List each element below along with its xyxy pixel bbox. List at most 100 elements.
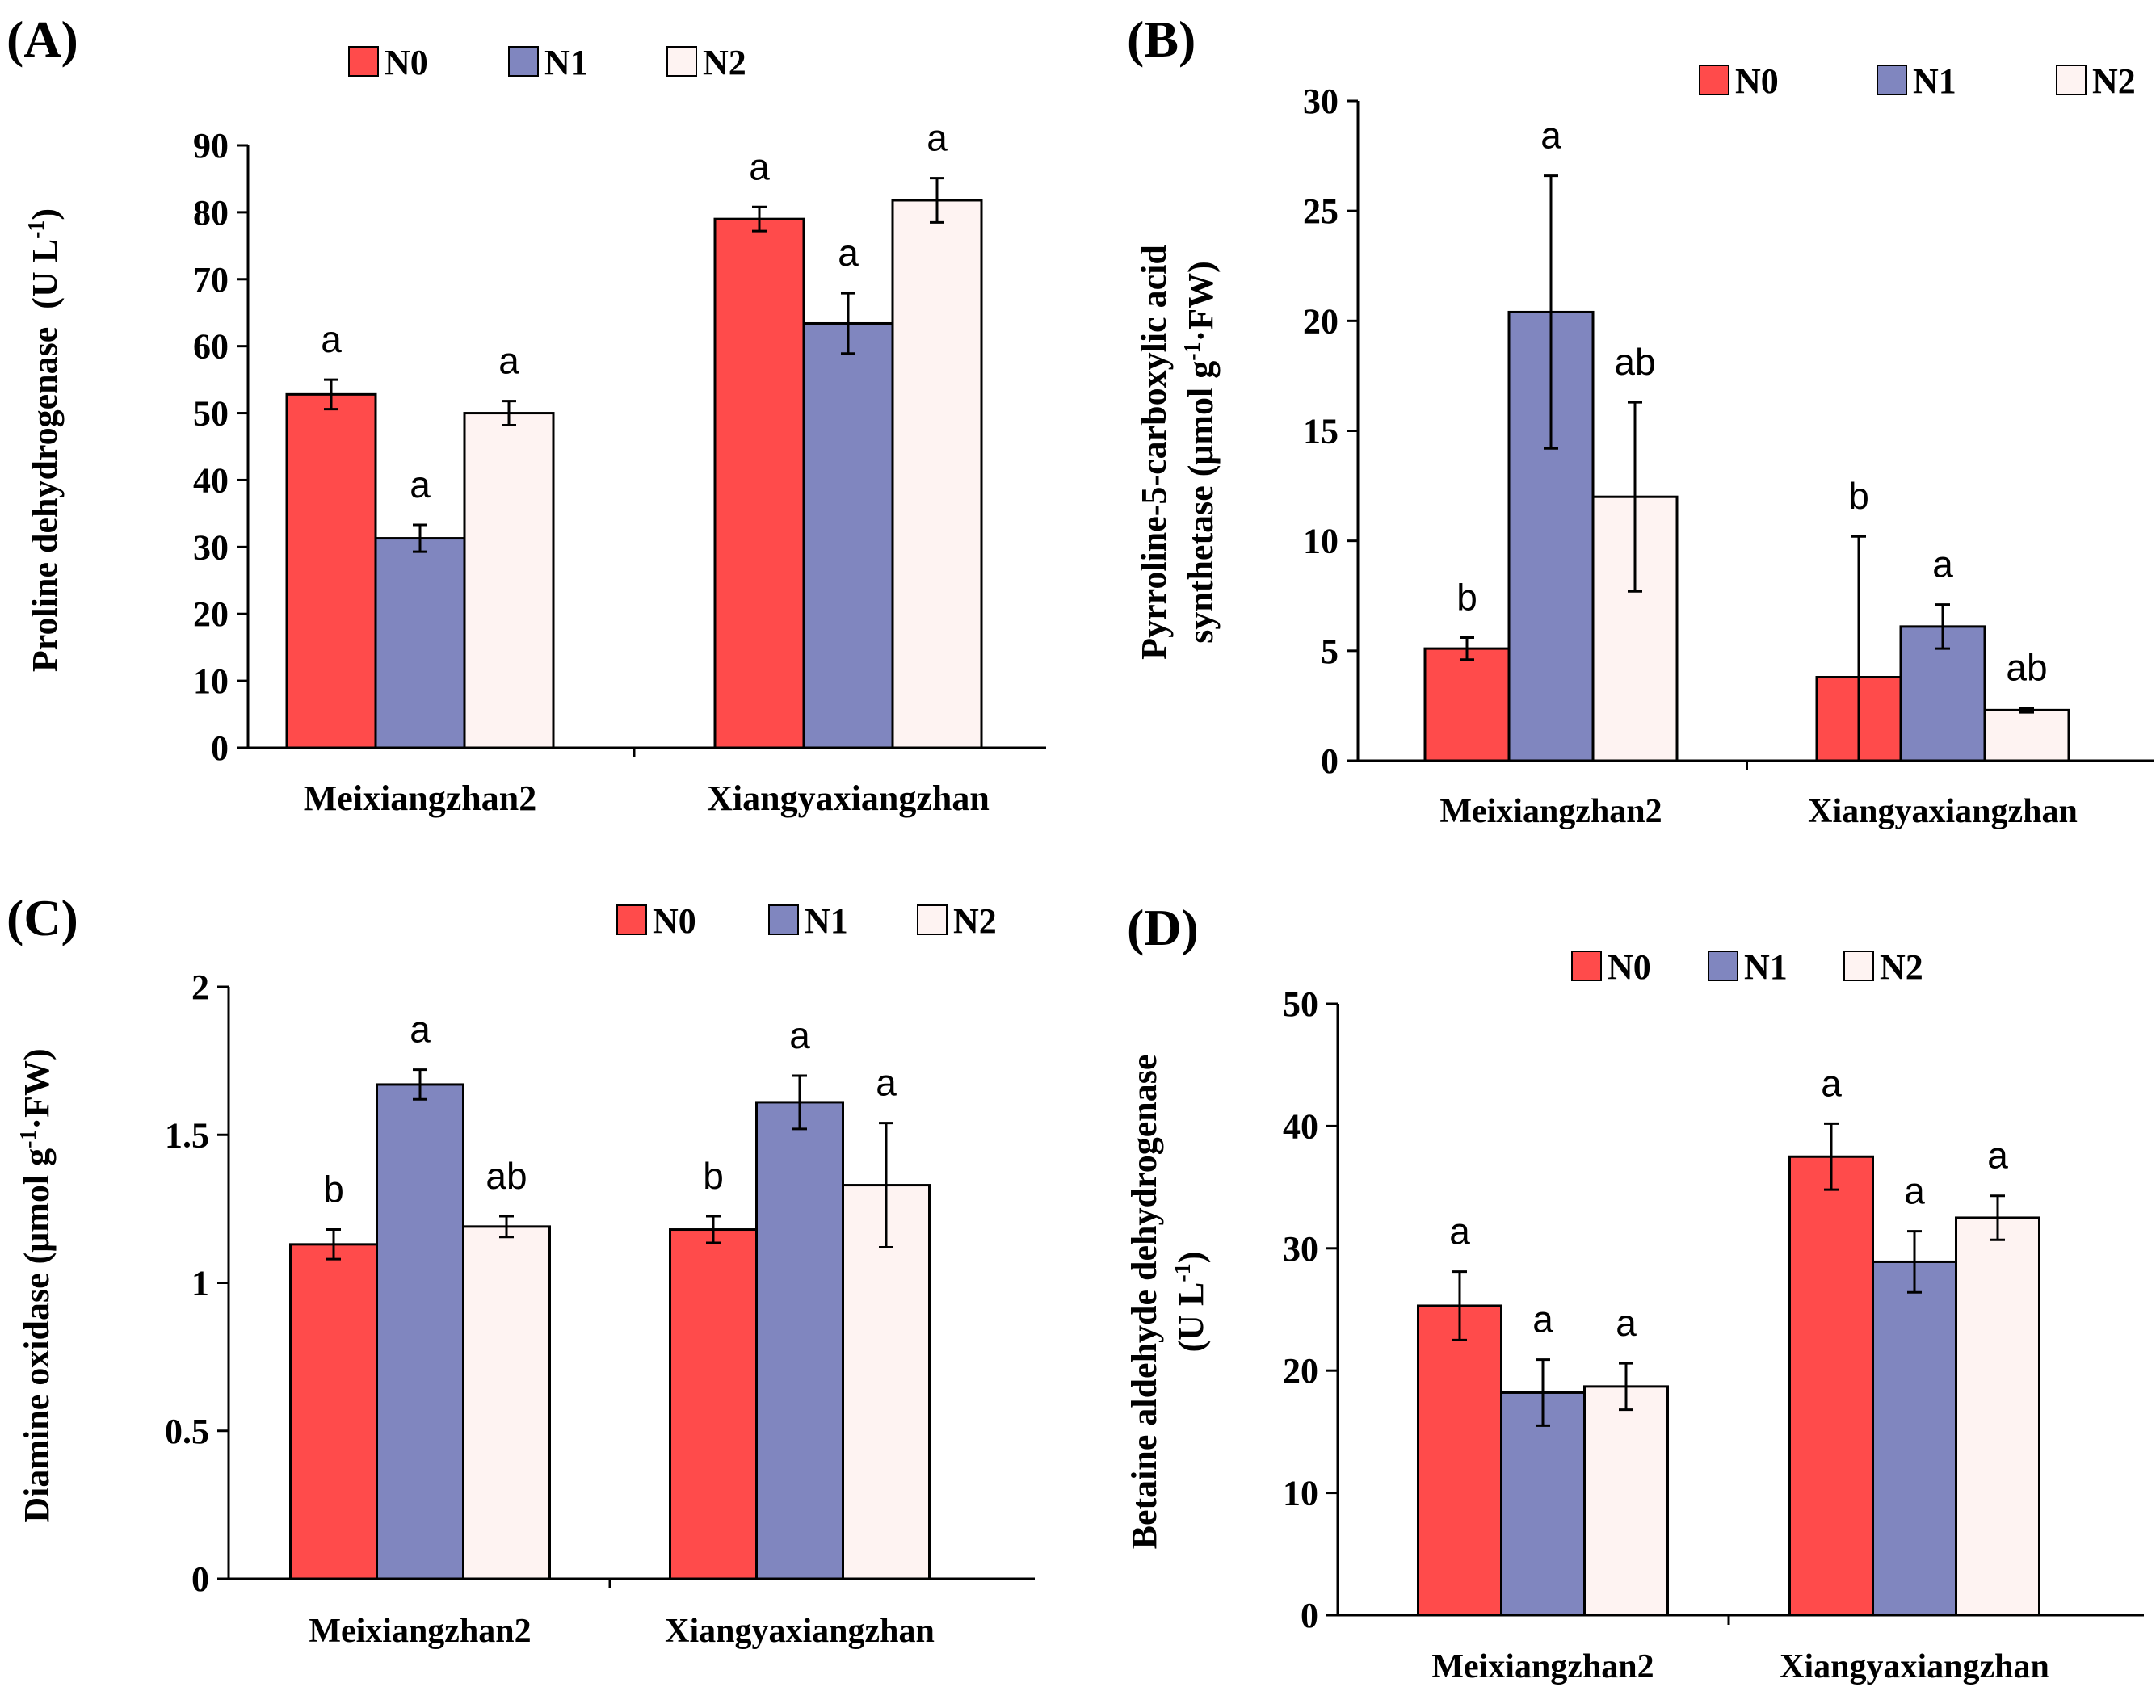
y-tick-label: 0.5: [165, 1412, 209, 1451]
y-axis-title-text: Diamine oxidase (μmol g-1·FW): [16, 1048, 57, 1522]
legend-swatch-n2: [2056, 65, 2087, 95]
y-tick-label: 30: [193, 527, 229, 567]
y-axis-title: Diamine oxidase (μmol g-1·FW): [16, 1048, 57, 1522]
legend: N0 N1 N2: [616, 901, 997, 941]
bar-n0: [1417, 1304, 1502, 1617]
legend-label-n0: N0: [385, 43, 428, 82]
legend-swatch-n2: [1843, 951, 1874, 981]
y-tick-label: 1: [191, 1264, 209, 1303]
chart-panel-b: (B) N0 N1 N2 0 5 10 15 20 25 30 Meixiangzhan2 Xiangy…: [1127, 10, 2154, 830]
y-tick-label: 40: [193, 460, 229, 500]
y-axis-title-line1: Betaine aldehyde dehydrogenase: [1124, 1055, 1164, 1550]
y-tick-label: 20: [1303, 301, 1339, 341]
bar-n2: [1983, 708, 2070, 762]
y-tick-label: 10: [1303, 522, 1339, 561]
panel-label: (D): [1127, 899, 1199, 956]
y-tick-label: 40: [1283, 1106, 1318, 1146]
y-tick-label: 25: [1303, 191, 1339, 231]
panel-label: (A): [6, 10, 78, 68]
bar-n1: [802, 321, 894, 749]
significance-letter: a: [789, 1014, 810, 1056]
legend: N0 N1 N2: [1571, 947, 1923, 987]
x-category-label: Xiangyaxiangzhan: [1780, 1648, 2049, 1685]
legend-label-n1: N1: [1744, 947, 1788, 987]
y-tick-label: 2: [191, 967, 209, 1007]
y-tick-label: 0: [1301, 1596, 1318, 1635]
x-category-label: Xiangyaxiangzhan: [1808, 793, 2078, 830]
bar-n0: [713, 217, 805, 749]
bar-n0: [669, 1228, 758, 1580]
legend-label-n0: N0: [1608, 947, 1651, 987]
x-category-label: Xiangyaxiangzhan: [707, 778, 990, 818]
x-category-label: Meixiangzhan2: [1431, 1648, 1654, 1685]
y-tick-label: 5: [1321, 632, 1339, 671]
y-tick-label: 30: [1283, 1229, 1318, 1269]
significance-letter: a: [1616, 1302, 1637, 1344]
x-category-label: Xiangyaxiangzhan: [665, 1613, 935, 1650]
significance-letter: a: [1821, 1062, 1842, 1104]
x-category-label: Meixiangzhan2: [309, 1613, 531, 1650]
bar-n2: [463, 412, 555, 749]
legend-label-n2: N2: [703, 43, 746, 82]
bar-n1: [376, 1083, 464, 1580]
chart-panel-d: (D) N0 N1 N2 0 10 20 30 40 50 Meixiangzhan2 Xiangya…: [1124, 899, 2144, 1685]
legend-swatch-n0: [616, 904, 647, 935]
legend-swatch-n0: [348, 46, 379, 77]
y-tick-label: 10: [193, 661, 229, 701]
significance-letter: a: [838, 232, 859, 274]
y-axis-title: Betaine aldehyde dehydrogenase (U L-1): [1124, 1055, 1211, 1550]
significance-letter: b: [1456, 576, 1477, 618]
legend-label-n2: N2: [1880, 947, 1923, 987]
significance-letter: ab: [1614, 341, 1655, 383]
significance-letter: a: [1932, 543, 1953, 585]
x-category-label: Meixiangzhan2: [304, 778, 536, 818]
y-tick-label: 70: [193, 260, 229, 300]
chart-panel-c: (C) N0 N1 N2 0 0.5 1 1.5 2 Meixiangzhan2 Xiangyaxi…: [6, 889, 1035, 1650]
significance-letter: ab: [2006, 647, 2047, 689]
bar-n1: [1872, 1260, 1957, 1617]
legend-swatch-n0: [1699, 65, 1729, 95]
legend-label-n1: N1: [1913, 61, 1956, 101]
y-axis-title-line2: synthetase (μmol g-1·FW): [1180, 261, 1221, 644]
legend-swatch-n1: [768, 904, 799, 935]
bar-n0: [289, 1243, 378, 1580]
significance-letter: a: [927, 117, 948, 159]
y-tick-label: 20: [1283, 1351, 1318, 1391]
panel-label: (B): [1127, 10, 1196, 68]
y-tick-label: 0: [191, 1559, 209, 1599]
panel-label: (C): [6, 889, 78, 946]
significance-letter: b: [323, 1169, 344, 1211]
significance-letter: a: [1449, 1211, 1470, 1253]
legend-swatch-n0: [1571, 951, 1602, 981]
bar-n2: [1955, 1216, 2040, 1617]
legend: N0 N1 N2: [348, 43, 746, 82]
y-axis-title-text: Proline dehydrogenase (U L-1): [24, 208, 65, 672]
chart-panel-a: (A) N0 N1 N2 0 10 20 30 40 50 60 70 80 90 Meixiangzhan…: [6, 10, 1046, 818]
legend-swatch-n1: [1708, 951, 1738, 981]
significance-letter: a: [876, 1062, 897, 1104]
significance-letter: a: [749, 145, 770, 187]
legend-label-n2: N2: [953, 901, 997, 941]
significance-letter: a: [1532, 1299, 1553, 1341]
legend-swatch-n2: [917, 904, 948, 935]
legend-label-n0: N0: [1735, 61, 1779, 101]
y-tick-label: 50: [1283, 984, 1318, 1024]
significance-letter: a: [410, 1009, 431, 1051]
bar-n1: [374, 537, 466, 749]
y-axis-title: Pyrroline-5-carboxylic acid synthetase (μ…: [1134, 245, 1221, 660]
significance-letter: b: [703, 1155, 724, 1197]
bar-n0: [1423, 647, 1511, 762]
bar-n2: [462, 1225, 551, 1580]
bar-n1: [755, 1101, 844, 1580]
legend-label-n2: N2: [2092, 61, 2136, 101]
bar-n2: [1583, 1385, 1669, 1617]
y-tick-label: 0: [211, 728, 229, 768]
x-category-label: Meixiangzhan2: [1439, 793, 1662, 830]
significance-letter: a: [321, 318, 342, 360]
bar-n0: [285, 392, 377, 749]
bar-n0: [1788, 1155, 1874, 1617]
legend-label-n1: N1: [544, 43, 588, 82]
significance-letter: a: [410, 464, 431, 506]
y-tick-label: 30: [1303, 82, 1339, 121]
